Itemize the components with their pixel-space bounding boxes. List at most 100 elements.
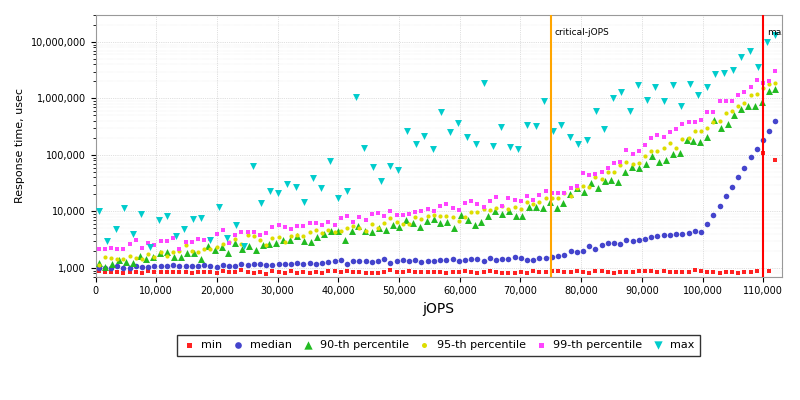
min (247, 270, 260, 276)
median (229, 263, 242, 270)
99-th percentile (98, 246, 111, 252)
min (422, 268, 434, 275)
min (142, 268, 154, 274)
95-th percentile (446, 214, 459, 220)
min (719, 268, 732, 275)
90-th percentile (92, 260, 105, 266)
90-th percentile (379, 227, 392, 233)
95-th percentile (682, 135, 695, 142)
95-th percentile (222, 239, 235, 245)
99-th percentile (372, 210, 385, 216)
median (496, 255, 509, 262)
max (478, 80, 490, 86)
90-th percentile (707, 116, 720, 123)
min (390, 268, 403, 275)
max (435, 109, 448, 115)
max (649, 84, 662, 90)
90-th percentile (666, 151, 679, 157)
min (514, 269, 527, 275)
99-th percentile (682, 119, 695, 125)
95-th percentile (397, 221, 410, 227)
min (539, 269, 552, 275)
median (173, 262, 186, 269)
99-th percentile (117, 246, 130, 252)
Text: max-jOPS: max-jOPS (767, 28, 800, 36)
median (676, 231, 689, 238)
min (763, 268, 776, 274)
max (503, 144, 516, 150)
median (266, 262, 279, 268)
median (732, 173, 745, 180)
max (298, 199, 310, 206)
99-th percentile (564, 185, 577, 191)
min (278, 269, 291, 276)
99-th percentile (179, 238, 192, 245)
95-th percentile (620, 158, 633, 165)
90-th percentile (462, 217, 474, 223)
99-th percentile (247, 229, 260, 236)
95-th percentile (198, 246, 210, 252)
95-th percentile (694, 128, 707, 134)
max (152, 217, 165, 223)
90-th percentile (420, 218, 433, 224)
min (732, 270, 745, 276)
median (409, 257, 422, 263)
min (726, 268, 738, 275)
99-th percentile (297, 223, 310, 229)
min (502, 270, 515, 276)
90-th percentile (550, 205, 563, 211)
99-th percentile (446, 205, 459, 211)
90-th percentile (632, 164, 645, 171)
max (358, 145, 370, 152)
min (645, 268, 658, 275)
90-th percentile (325, 228, 338, 234)
min (210, 270, 223, 276)
99-th percentile (291, 222, 304, 229)
median (552, 252, 565, 259)
95-th percentile (346, 223, 359, 230)
90-th percentile (626, 164, 638, 170)
median (415, 258, 428, 265)
min (98, 269, 111, 276)
median (422, 258, 434, 264)
min (744, 269, 757, 276)
95-th percentile (533, 199, 546, 205)
90-th percentile (448, 225, 461, 231)
median (92, 265, 105, 271)
95-th percentile (558, 190, 570, 196)
median (123, 265, 136, 271)
99-th percentile (620, 147, 633, 153)
min (452, 269, 465, 275)
median (372, 258, 385, 264)
90-th percentile (564, 191, 577, 198)
90-th percentile (530, 204, 542, 210)
median (341, 260, 354, 267)
max (238, 243, 250, 249)
90-th percentile (250, 247, 262, 253)
90-th percentile (605, 177, 618, 183)
min (266, 268, 279, 274)
99-th percentile (353, 214, 366, 220)
median (694, 228, 707, 235)
min (310, 269, 322, 276)
min (552, 268, 565, 274)
99-th percentile (92, 246, 105, 252)
max (683, 81, 696, 88)
99-th percentile (558, 190, 570, 196)
max (521, 122, 534, 128)
99-th percentile (452, 207, 465, 213)
max (469, 141, 482, 148)
median (353, 257, 366, 264)
min (341, 268, 354, 274)
median (738, 164, 751, 171)
median (98, 265, 111, 271)
median (285, 261, 298, 267)
90-th percentile (639, 161, 652, 167)
median (278, 260, 291, 267)
median (458, 256, 471, 263)
median (670, 231, 682, 238)
99-th percentile (607, 159, 620, 166)
95-th percentile (726, 108, 738, 114)
95-th percentile (633, 160, 646, 166)
95-th percentile (409, 213, 422, 220)
